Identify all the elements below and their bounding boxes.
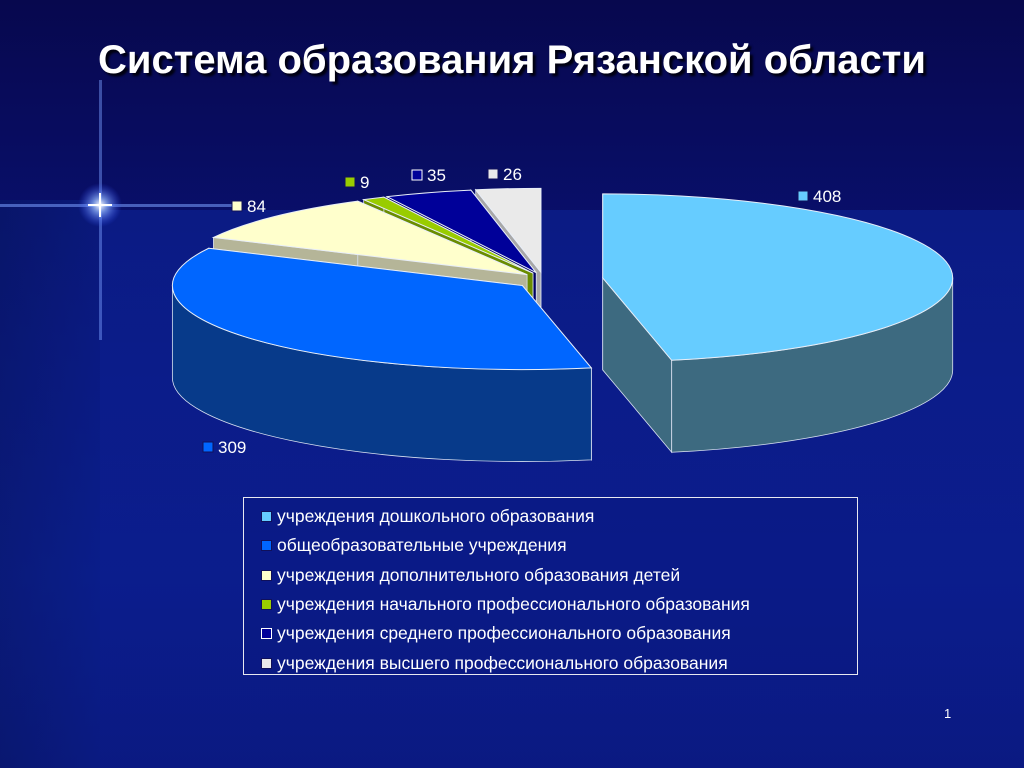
pie-slice-top <box>602 193 954 361</box>
pie-slice-side <box>602 193 954 454</box>
pie-slice-top <box>361 196 534 274</box>
legend-item-secondary-vocational: учреждения среднего профессионального об… <box>261 619 857 648</box>
svg-text:408: 408 <box>813 187 841 206</box>
legend-label: учреждения дошкольного образования <box>277 506 595 527</box>
legend-item-additional: учреждения дополнительного образования д… <box>261 561 857 590</box>
data-label: 9 <box>344 173 369 192</box>
legend-item-preschool: учреждения дошкольного образования <box>261 502 857 531</box>
legend-label: учреждения начального профессионального … <box>277 594 750 615</box>
chart-legend: учреждения дошкольного образования общео… <box>243 497 858 675</box>
legend-swatch <box>261 569 272 581</box>
svg-text:35: 35 <box>427 166 446 185</box>
legend-item-primary-vocational: учреждения начального профессионального … <box>261 590 857 619</box>
data-label: 84 <box>231 197 266 216</box>
pie-slice-top <box>385 189 537 274</box>
svg-text:84: 84 <box>247 197 266 216</box>
pie-slice-top <box>474 187 542 274</box>
legend-label: учреждения среднего профессионального об… <box>277 623 731 644</box>
data-label: 309 <box>202 438 246 457</box>
data-label: 408 <box>797 187 841 206</box>
slide-title: Система образования Рязанской области <box>98 38 926 82</box>
legend-item-higher-vocational: учреждения высшего профессионального обр… <box>261 648 857 677</box>
legend-label: учреждения высшего профессионального обр… <box>277 652 728 673</box>
data-label: 26 <box>487 165 522 184</box>
legend-swatch <box>261 511 272 523</box>
legend-swatch <box>261 599 272 611</box>
data-label: 35 <box>411 166 446 185</box>
legend-swatch <box>261 628 272 640</box>
svg-text:9: 9 <box>360 173 369 192</box>
legend-label: общеобразовательные учреждения <box>277 535 567 556</box>
legend-swatch <box>261 540 272 552</box>
pie-slice-top <box>211 200 528 276</box>
legend-swatch <box>261 657 272 669</box>
svg-text:26: 26 <box>503 165 522 184</box>
legend-label: учреждения дополнительного образования д… <box>277 564 681 585</box>
pie-slice-top <box>171 247 593 371</box>
sparkle-decoration <box>0 80 240 340</box>
legend-item-general: общеобразовательные учреждения <box>261 531 857 560</box>
page-number: 1 <box>944 706 952 721</box>
svg-text:309: 309 <box>218 438 246 457</box>
background-left-band <box>0 200 100 768</box>
